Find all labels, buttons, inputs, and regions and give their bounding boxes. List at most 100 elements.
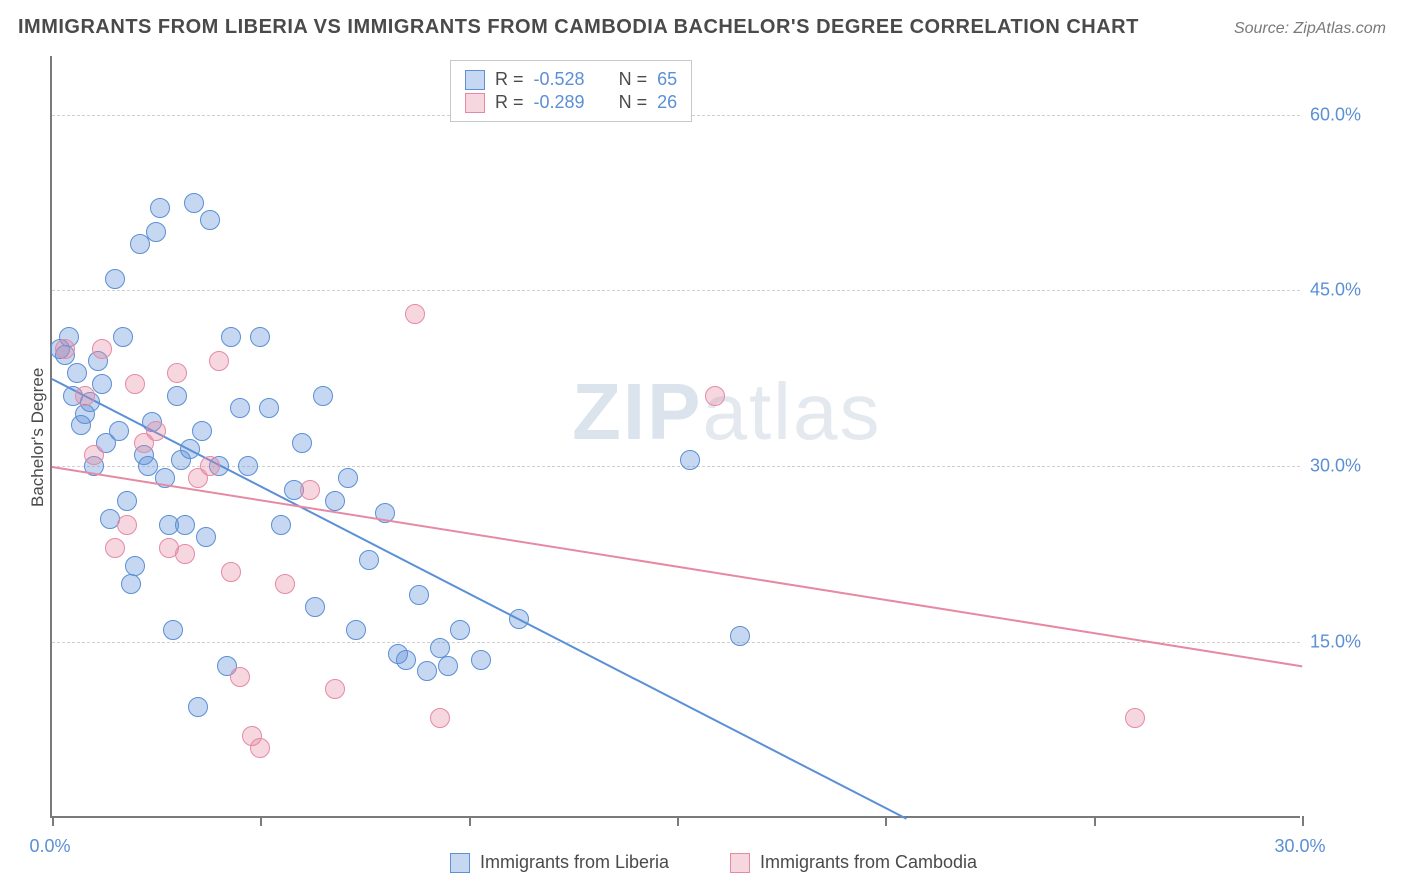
n-value: 65 — [657, 69, 677, 90]
data-point — [117, 491, 137, 511]
chart-title: IMMIGRANTS FROM LIBERIA VS IMMIGRANTS FR… — [18, 16, 1139, 39]
r-label: R = — [495, 69, 524, 90]
data-point — [105, 269, 125, 289]
data-point — [300, 480, 320, 500]
data-point — [188, 697, 208, 717]
data-point — [221, 327, 241, 347]
data-point — [55, 339, 75, 359]
data-point — [196, 527, 216, 547]
data-point — [680, 450, 700, 470]
y-tick-label: 60.0% — [1310, 104, 1380, 125]
data-point — [325, 491, 345, 511]
data-point — [92, 374, 112, 394]
y-tick-label: 45.0% — [1310, 280, 1380, 301]
data-point — [125, 374, 145, 394]
x-tick — [1302, 816, 1304, 826]
data-point — [230, 398, 250, 418]
source-attribution: Source: ZipAtlas.com — [1234, 20, 1386, 38]
legend-item: Immigrants from Liberia — [450, 852, 669, 873]
data-point — [125, 556, 145, 576]
gridline — [52, 642, 1300, 643]
data-point — [163, 620, 183, 640]
data-point — [67, 363, 87, 383]
y-axis-title: Bachelor's Degree — [28, 368, 48, 507]
data-point — [209, 351, 229, 371]
data-point — [359, 550, 379, 570]
data-point — [417, 661, 437, 681]
y-tick-label: 15.0% — [1310, 632, 1380, 653]
legend-swatch — [730, 853, 750, 873]
x-tick-label: 0.0% — [29, 836, 70, 857]
data-point — [275, 574, 295, 594]
data-point — [167, 363, 187, 383]
data-point — [200, 210, 220, 230]
n-label: N = — [619, 92, 648, 113]
data-point — [221, 562, 241, 582]
data-point — [250, 327, 270, 347]
y-tick-label: 30.0% — [1310, 456, 1380, 477]
r-label: R = — [495, 92, 524, 113]
data-point — [438, 656, 458, 676]
data-point — [84, 445, 104, 465]
data-point — [92, 339, 112, 359]
legend-row: R = -0.289 N = 26 — [465, 92, 677, 113]
data-point — [346, 620, 366, 640]
x-tick — [52, 816, 54, 826]
data-point — [292, 433, 312, 453]
legend-row: R = -0.528 N = 65 — [465, 69, 677, 90]
legend-swatch — [465, 93, 485, 113]
data-point — [75, 386, 95, 406]
data-point — [117, 515, 137, 535]
data-point — [705, 386, 725, 406]
legend-label: Immigrants from Cambodia — [760, 852, 977, 873]
data-point — [113, 327, 133, 347]
data-point — [200, 456, 220, 476]
correlation-legend: R = -0.528 N = 65 R = -0.289 N = 26 — [450, 60, 692, 122]
n-label: N = — [619, 69, 648, 90]
data-point — [250, 738, 270, 758]
x-tick — [1094, 816, 1096, 826]
data-point — [109, 421, 129, 441]
x-tick-label: 30.0% — [1274, 836, 1325, 857]
data-point — [338, 468, 358, 488]
data-point — [167, 386, 187, 406]
data-point — [405, 304, 425, 324]
r-value: -0.528 — [534, 69, 585, 90]
legend-swatch — [465, 70, 485, 90]
watermark-zip: ZIP — [572, 367, 702, 456]
data-point — [1125, 708, 1145, 728]
data-point — [184, 193, 204, 213]
gridline — [52, 290, 1300, 291]
x-tick — [885, 816, 887, 826]
data-point — [313, 386, 333, 406]
data-point — [396, 650, 416, 670]
plot-area: ZIPatlas 15.0%30.0%45.0%60.0% — [50, 56, 1300, 818]
data-point — [471, 650, 491, 670]
data-point — [409, 585, 429, 605]
data-point — [271, 515, 291, 535]
data-point — [305, 597, 325, 617]
data-point — [150, 198, 170, 218]
data-point — [430, 708, 450, 728]
data-point — [730, 626, 750, 646]
data-point — [450, 620, 470, 640]
legend-swatch — [450, 853, 470, 873]
data-point — [325, 679, 345, 699]
data-point — [121, 574, 141, 594]
data-point — [146, 421, 166, 441]
data-point — [238, 456, 258, 476]
n-value: 26 — [657, 92, 677, 113]
data-point — [230, 667, 250, 687]
data-point — [192, 421, 212, 441]
watermark: ZIPatlas — [572, 366, 881, 458]
legend-label: Immigrants from Liberia — [480, 852, 669, 873]
r-value: -0.289 — [534, 92, 585, 113]
x-tick — [260, 816, 262, 826]
x-tick — [677, 816, 679, 826]
data-point — [175, 515, 195, 535]
data-point — [175, 544, 195, 564]
x-tick — [469, 816, 471, 826]
watermark-atlas: atlas — [702, 367, 881, 456]
data-point — [105, 538, 125, 558]
data-point — [259, 398, 279, 418]
